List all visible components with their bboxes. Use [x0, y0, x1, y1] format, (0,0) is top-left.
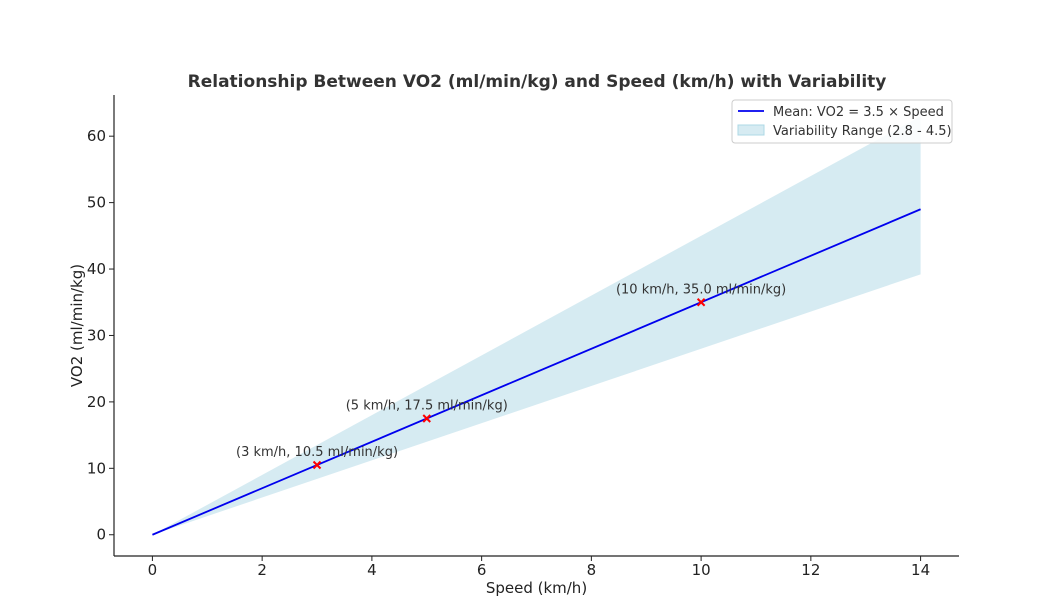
x-tick-label: 4: [367, 561, 377, 579]
series-line-mean: [152, 208, 921, 536]
data-point-annotation: (3 km/h, 10.5 ml/min/kg): [236, 445, 398, 460]
y-axis-label: VO2 (ml/min/kg): [68, 264, 86, 387]
x-tick-label: 14: [911, 561, 930, 579]
legend-label-mean: Mean: VO2 = 3.5 × Speed: [773, 105, 944, 120]
y-tick-label: 40: [87, 260, 106, 278]
marker-cross-stroke: [312, 460, 322, 470]
variability-band: [152, 116, 921, 535]
x-tick-label: 10: [692, 561, 711, 579]
y-tick-label: 20: [87, 393, 106, 411]
y-tick-label: 10: [87, 459, 106, 477]
series-line-layer: [152, 208, 921, 536]
y-tick-label: 60: [87, 127, 106, 145]
marker-layer: (3 km/h, 10.5 ml/min/kg) (5 km/h, 17.5 ml…: [236, 282, 786, 470]
legend-swatch-band: [737, 124, 765, 136]
variability-band-layer: [152, 116, 921, 535]
data-point-marker: [422, 414, 431, 423]
legend: Mean: VO2 = 3.5 × Speed Variability Range…: [731, 99, 953, 144]
data-point-marker: [312, 460, 322, 470]
chart-title: Relationship Between VO2 (ml/min/kg) and…: [188, 72, 887, 92]
y-tick-label: 0: [96, 526, 106, 544]
x-tick-label: 12: [801, 561, 820, 579]
x-tick-label: 8: [587, 561, 597, 579]
legend-box: [731, 99, 953, 144]
marker-cross-stroke: [696, 298, 706, 307]
y-tick-label: 30: [87, 326, 106, 344]
data-point-annotation: (10 km/h, 35.0 ml/min/kg): [616, 282, 786, 297]
x-tick-label: 0: [148, 561, 158, 579]
x-axis-label: Speed (km/h): [486, 579, 587, 597]
data-point-marker: [696, 298, 706, 307]
marker-cross-stroke: [422, 414, 431, 423]
axes: 0 2 4 6 8 10 12 14 0 10 20 30 40 50 60: [87, 95, 959, 579]
x-tick-label: 6: [477, 561, 487, 579]
legend-label-band: Variability Range (2.8 - 4.5): [773, 124, 952, 139]
x-tick-label: 2: [257, 561, 267, 579]
y-tick-label: 50: [87, 194, 106, 212]
data-point-annotation: (5 km/h, 17.5 ml/min/kg): [346, 398, 508, 413]
